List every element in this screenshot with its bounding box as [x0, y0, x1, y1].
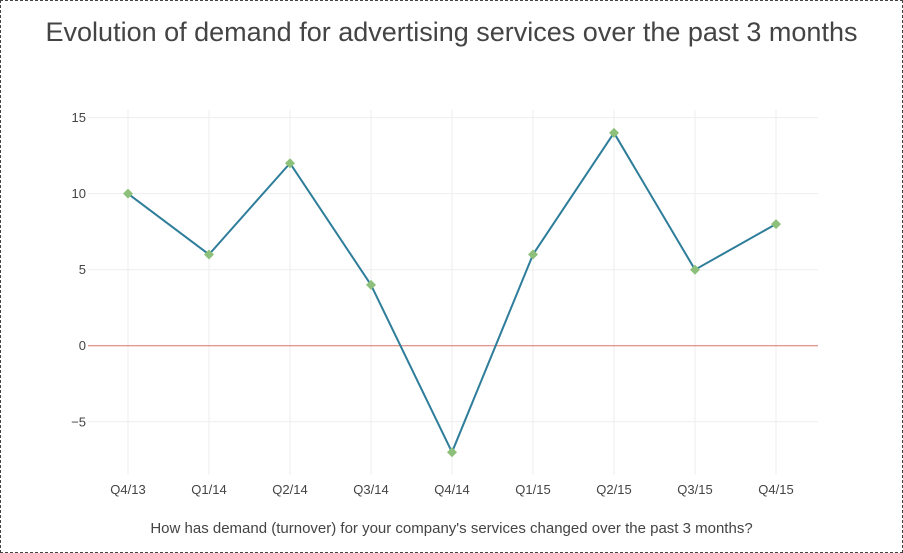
data-point-marker[interactable] — [528, 249, 538, 260]
x-tick-label: Q3/14 — [353, 482, 388, 497]
x-tick-label: Q3/15 — [677, 482, 712, 497]
x-tick-label: Q4/15 — [758, 482, 793, 497]
grid-layer — [88, 110, 818, 475]
x-tick-label: Q4/14 — [434, 482, 469, 497]
x-tick-label: Q1/14 — [191, 482, 226, 497]
chart-title: Evolution of demand for advertising serv… — [45, 17, 858, 47]
data-point-marker[interactable] — [285, 158, 295, 169]
marker-layer — [123, 127, 781, 458]
x-tick-label: Q1/15 — [515, 482, 550, 497]
y-tick-label: 15 — [72, 110, 86, 125]
data-point-marker[interactable] — [690, 264, 700, 275]
x-tick-labels: Q4/13 Q1/14 Q2/14 Q3/14 Q4/14 Q1/15 Q2/15 Q3/15… — [110, 482, 793, 497]
data-point-marker[interactable] — [366, 279, 376, 290]
y-tick-label: 0 — [79, 338, 86, 353]
x-tick-label: Q2/15 — [596, 482, 631, 497]
data-point-marker[interactable] — [447, 447, 457, 458]
y-tick-label: 10 — [72, 186, 86, 201]
x-tick-label: Q4/13 — [110, 482, 145, 497]
data-point-marker[interactable] — [204, 249, 214, 260]
x-axis-title: How has demand (turnover) for your compa… — [150, 520, 753, 537]
y-tick-labels: −5 0 5 10 15 — [71, 110, 86, 429]
y-tick-label: 5 — [79, 262, 86, 277]
data-point-marker[interactable] — [123, 188, 133, 199]
data-point-marker[interactable] — [609, 127, 619, 138]
x-tick-label: Q2/14 — [272, 482, 307, 497]
data-point-marker[interactable] — [771, 219, 781, 230]
y-tick-label: −5 — [71, 414, 86, 429]
